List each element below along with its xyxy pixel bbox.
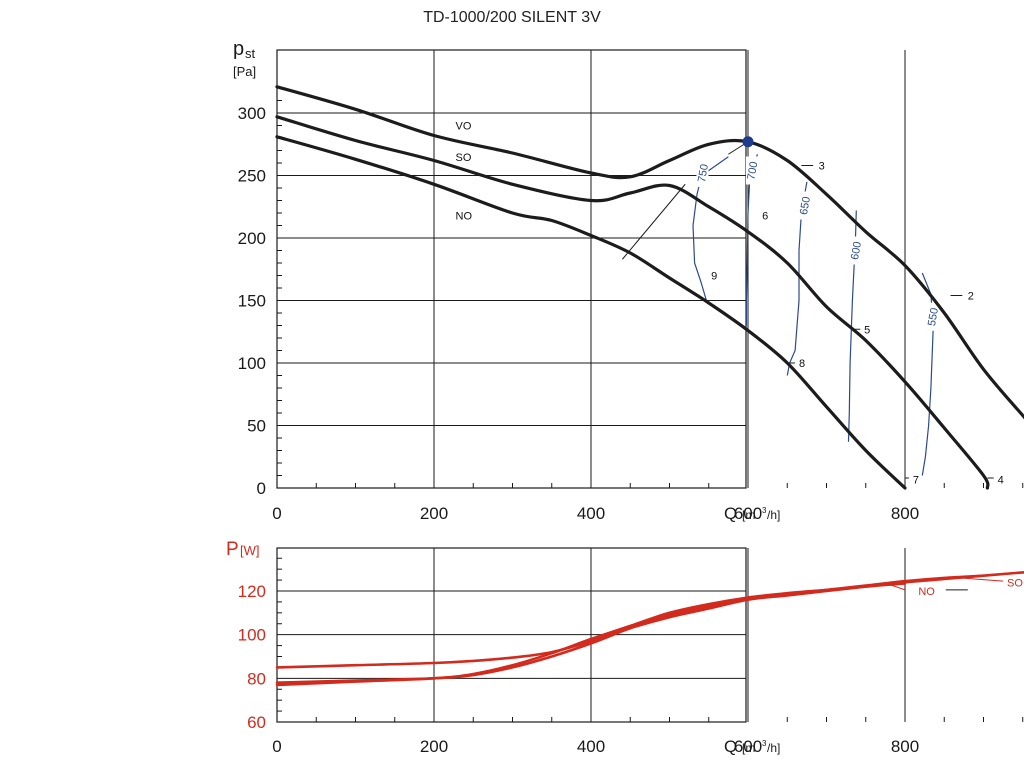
power-plot-frame	[276, 547, 747, 723]
power-x-tick-labels: 02004006008001000	[272, 737, 919, 756]
pressure-x-tick-label: 800	[891, 504, 919, 523]
rpm-label-700: 700	[745, 161, 760, 181]
rpm-label-bg	[798, 191, 811, 220]
rpm-label-650: 650	[798, 196, 813, 216]
power-y-tick-labels: 60 80 100 120	[238, 582, 266, 732]
point-label-9: 9	[711, 271, 717, 283]
power-x-tick-label: 0	[272, 737, 281, 756]
rpm-label-bg	[926, 302, 939, 331]
power-xunit-prefix: [m	[742, 741, 755, 755]
pressure-curve-vo	[275, 85, 1024, 420]
power-y-tick-label: 100	[238, 626, 266, 645]
power-curve-no	[275, 582, 907, 687]
power-curves	[275, 571, 1024, 687]
pressure-y-axis-title: p st [Pa]	[233, 38, 256, 79]
pressure-xunit-sup: 3	[762, 506, 767, 515]
power-curve-so	[275, 574, 985, 684]
operating-point-group	[742, 136, 754, 148]
pressure-y-tick-label: 50	[247, 417, 266, 436]
pressure-annotations: VOSONO123456789	[456, 121, 1004, 487]
rpm-label-600: 600	[849, 241, 864, 261]
pressure-curve-so	[275, 115, 990, 490]
power-series-label-so: SO	[1007, 577, 1023, 589]
pressure-x-tick-labels: 02004006008001000	[272, 504, 919, 523]
series-label-vo: VO	[456, 121, 472, 133]
rpm-label-bg	[696, 159, 709, 187]
pressure-curve-no	[275, 135, 907, 490]
power-ylabel-main: P	[226, 539, 239, 560]
pressure-y-tick-label: 0	[257, 479, 266, 498]
point-label-3: 3	[819, 161, 825, 173]
point-label-2: 2	[968, 291, 974, 303]
point-label-6: 6	[762, 211, 768, 223]
power-x-tick-label: 400	[577, 737, 605, 756]
operating-point-marker	[742, 136, 754, 148]
point-label-8: 8	[799, 358, 805, 370]
pressure-x-tick-label: 400	[577, 504, 605, 523]
power-xunit-sup: 3	[762, 739, 767, 748]
point-label-7: 7	[913, 474, 919, 486]
point-label-4: 4	[998, 474, 1004, 486]
power-y-tick-label: 120	[238, 582, 266, 601]
series-label-so: SO	[456, 152, 472, 164]
power-xlabel: Q	[724, 737, 737, 756]
point-label-5: 5	[864, 324, 870, 336]
series-leader-lines	[622, 141, 994, 479]
power-grid	[276, 548, 906, 723]
rpm-label-bg	[745, 156, 758, 185]
power-leader-line	[889, 583, 906, 591]
pressure-y-tick-label: 150	[238, 292, 266, 311]
pressure-ylabel-sub: st	[245, 46, 256, 61]
power-x-axis-title: Q [m 3 /h]	[724, 737, 780, 756]
power-x-tick-label: 600	[734, 737, 762, 756]
power-y-axis-title: P [W]	[226, 539, 260, 560]
pressure-ylabel-main: p	[233, 38, 244, 60]
pressure-plot-frame	[276, 49, 747, 489]
chart-title: TD-1000/200 SILENT 3V	[423, 9, 601, 26]
pressure-y-tick-labels: 0 50 100 150 200 250 300	[238, 104, 266, 498]
pressure-xunit-suffix: /h]	[767, 508, 780, 522]
pressure-x-tick-label: 0	[272, 504, 281, 523]
power-series-label-no: NO	[918, 586, 935, 598]
pressure-x-tick-label: 200	[420, 504, 448, 523]
rpm-label-550: 550	[926, 307, 941, 327]
rpm-lines: 750 700 650 600 550	[692, 154, 941, 476]
power-y-tick-label: 80	[247, 669, 266, 688]
rpm-label-750: 750	[696, 163, 711, 183]
pressure-grid	[276, 50, 906, 489]
power-x-tick-label: 200	[420, 737, 448, 756]
pressure-xlabel: Q	[724, 504, 737, 523]
power-yunit: [W]	[240, 543, 260, 558]
pressure-y-tick-label: 300	[238, 104, 266, 123]
pressure-curves	[275, 85, 1024, 490]
series-label-no: NO	[456, 211, 473, 223]
pressure-y-tick-label: 200	[238, 229, 266, 248]
power-xunit-suffix: /h]	[767, 741, 780, 755]
rpm-label-bg	[849, 236, 862, 265]
pressure-xunit-prefix: [m	[742, 508, 755, 522]
pressure-y-tick-label: 100	[238, 354, 266, 373]
power-x-tick-label: 800	[891, 737, 919, 756]
leader-line	[622, 183, 686, 260]
pressure-y-tick-label: 250	[238, 167, 266, 186]
pressure-x-axis-title: Q [m 3 /h]	[724, 504, 780, 523]
pressure-x-tick-label: 600	[734, 504, 762, 523]
pressure-yunit: [Pa]	[233, 64, 256, 79]
power-leader-line	[959, 577, 1004, 582]
rpm-line-600	[847, 210, 857, 442]
power-y-tick-label: 60	[247, 713, 266, 732]
